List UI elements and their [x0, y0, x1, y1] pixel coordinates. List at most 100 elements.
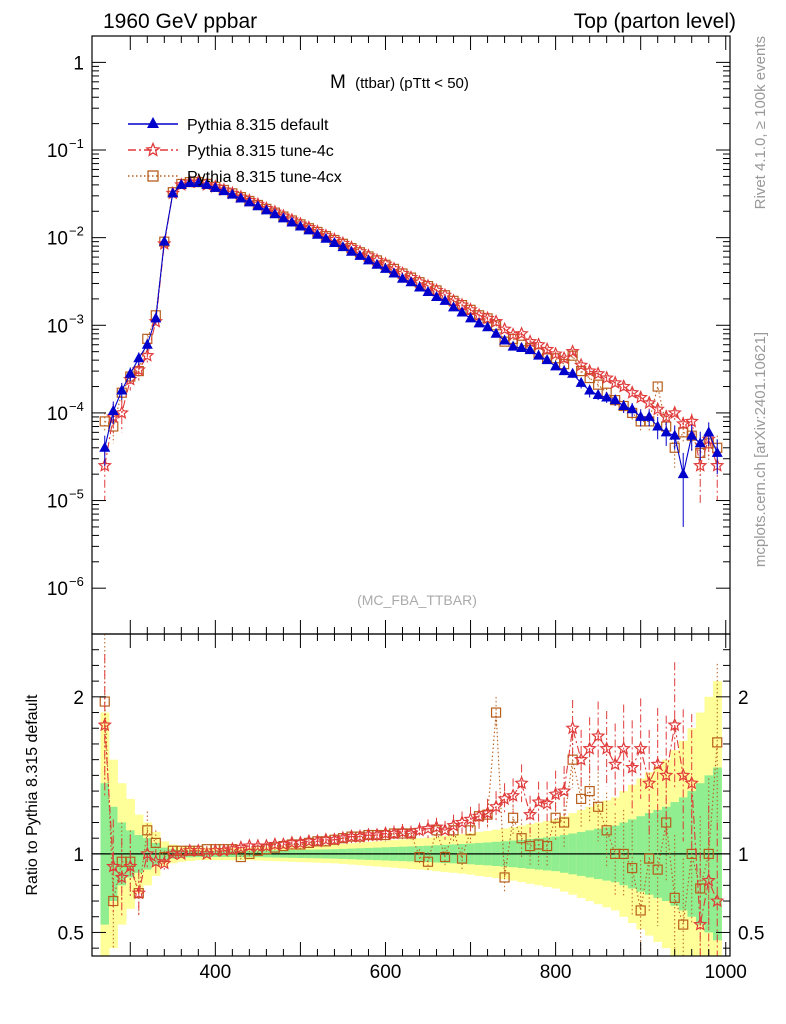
header-left: 1960 GeV ppbar — [103, 10, 257, 33]
ratio-y-tick-label-left: 2 — [73, 688, 84, 709]
series-default-point — [465, 312, 477, 323]
ratio-series-tune4c-point — [157, 855, 172, 870]
ratio-y-tick-label-right: 1 — [738, 845, 749, 866]
ratio-series-tune4c-point — [454, 814, 470, 829]
series-default-point — [541, 354, 553, 365]
series-default-point — [626, 403, 638, 414]
series-tune4c-point — [633, 389, 648, 404]
ratio-series-tune4c-point — [97, 717, 113, 732]
series-default-point — [362, 254, 374, 265]
series-default-point — [107, 405, 119, 416]
ratio-series-tune4c-point — [642, 775, 657, 790]
series-default-point — [550, 360, 562, 371]
series-default-point — [116, 384, 128, 395]
series-tune4c-point — [514, 326, 529, 340]
y-tick-label: 10 — [47, 141, 68, 162]
main-x-ticks — [129, 36, 727, 634]
series-tune4c-point — [684, 413, 699, 428]
legend-label-tune4c: Pythia 8.315 tune-4c — [187, 143, 334, 160]
ratio-series-tune4c-point — [140, 846, 155, 861]
y-tick-label-exponent: −4 — [69, 399, 84, 414]
series-tune4c-point — [590, 366, 606, 380]
series-tune4cx-line — [104, 181, 718, 454]
series-default-point — [533, 349, 545, 360]
ratio-series-tune4c-point — [625, 759, 640, 774]
series-default-point — [141, 338, 153, 349]
series-tune4c-point — [599, 370, 614, 385]
series-default-point — [448, 301, 460, 312]
ratio-plot-panel: 2 2 1 1 0.5 0.5 400 600 800 1000 Ratio to Pythia… — [24, 633, 764, 983]
plot-title: M (ttbar) (pTtt < 50) — [330, 72, 469, 93]
legend-label-tune4cx: Pythia 8.315 tune-4cx — [187, 169, 342, 186]
ratio-series-tune4c-point — [199, 846, 214, 861]
ratio-series-tune4c-point — [565, 720, 580, 735]
series-default-point — [175, 178, 187, 189]
y-tick-label-exponent: −1 — [69, 136, 84, 151]
series-tune4c-point — [582, 363, 597, 378]
series-tune4cx-point — [652, 381, 663, 392]
series-tune4c-point — [114, 405, 130, 420]
series-default-point — [235, 192, 247, 203]
ratio-series-tune4cx-point — [456, 853, 468, 864]
ratio-series-tune4cx-point — [695, 883, 706, 894]
series-default-point — [711, 446, 723, 457]
ratio-series-tune4c-point — [573, 752, 589, 766]
y-tick-label: 10 — [47, 579, 68, 600]
series-default-point — [431, 291, 443, 302]
series-tune4c-point — [480, 310, 495, 325]
legend-marker-square — [147, 170, 159, 182]
y-tick-label: 10 — [47, 404, 68, 425]
series-default-point — [345, 245, 357, 256]
ratio-y-axis: 2 2 1 1 0.5 0.5 — [58, 649, 764, 949]
series-default-point — [311, 228, 323, 239]
series-tune4c-point — [667, 405, 682, 420]
series-default-point — [677, 468, 689, 479]
ratio-series-tune4cx-point — [584, 785, 595, 797]
series-default-point — [516, 342, 528, 353]
ratio-series-tune4c-point — [616, 741, 631, 755]
ratio-series-tune4cx-point — [678, 919, 689, 930]
series-default-point — [388, 267, 400, 278]
ratio-series-tune4c-point — [123, 858, 138, 873]
ratio-series-tune4c-point — [692, 917, 708, 931]
y-tick-label-exponent: −5 — [69, 487, 84, 502]
series-default-point — [694, 437, 706, 448]
series-default-point — [303, 224, 315, 235]
ratio-data-layer — [92, 634, 730, 956]
y-tick-label-base: 10 — [47, 316, 68, 337]
ratio-y-tick-label-left: 1 — [73, 845, 84, 866]
series-default-point — [405, 276, 417, 287]
series-default-point — [99, 441, 111, 452]
series-default-point — [439, 294, 451, 305]
series-default-point — [192, 177, 204, 188]
series-default-point — [524, 344, 536, 355]
ratio-series-tune4cx-point — [635, 905, 646, 916]
legend-entry-tune4cx: Pythia 8.315 tune-4cx — [128, 169, 342, 186]
ratio-series-tune4c-point — [548, 786, 563, 801]
x-tick-label: 400 — [199, 962, 231, 983]
series-tune4c-point — [565, 344, 580, 358]
legend: Pythia 8.315 default Pythia 8.315 tune-4… — [128, 117, 342, 186]
ratio-series-tune4c-point — [403, 825, 419, 840]
ratio-series-tune4cx-point — [601, 825, 612, 836]
ratio-series-tune4c-point — [480, 805, 495, 820]
ratio-series-tune4c-point — [114, 869, 130, 884]
series-default-point — [337, 241, 349, 252]
series-default-point — [669, 429, 681, 440]
ratio-series-tune4cx-point — [559, 817, 570, 828]
ratio-series-tune4cx-point — [499, 872, 510, 883]
x-tick-label: 1000 — [705, 962, 747, 983]
ratio-series-tune4c-point — [633, 741, 648, 755]
series-default-point — [414, 281, 426, 292]
ratio-series-tune4cx-point — [542, 840, 553, 852]
ratio-series-tune4cx-point — [142, 825, 153, 836]
series-tune4c-point — [616, 378, 631, 393]
series-tune4c-point — [548, 346, 563, 361]
legend-entry-tune4c: Pythia 8.315 tune-4c — [128, 141, 334, 160]
series-default-point — [422, 285, 434, 296]
legend-label-default: Pythia 8.315 default — [187, 117, 329, 134]
series-default-point — [686, 429, 698, 440]
y-tick-label-base: 10 — [47, 404, 68, 425]
series-default-point — [609, 394, 621, 405]
y-tick-label-base: 10 — [47, 492, 68, 513]
